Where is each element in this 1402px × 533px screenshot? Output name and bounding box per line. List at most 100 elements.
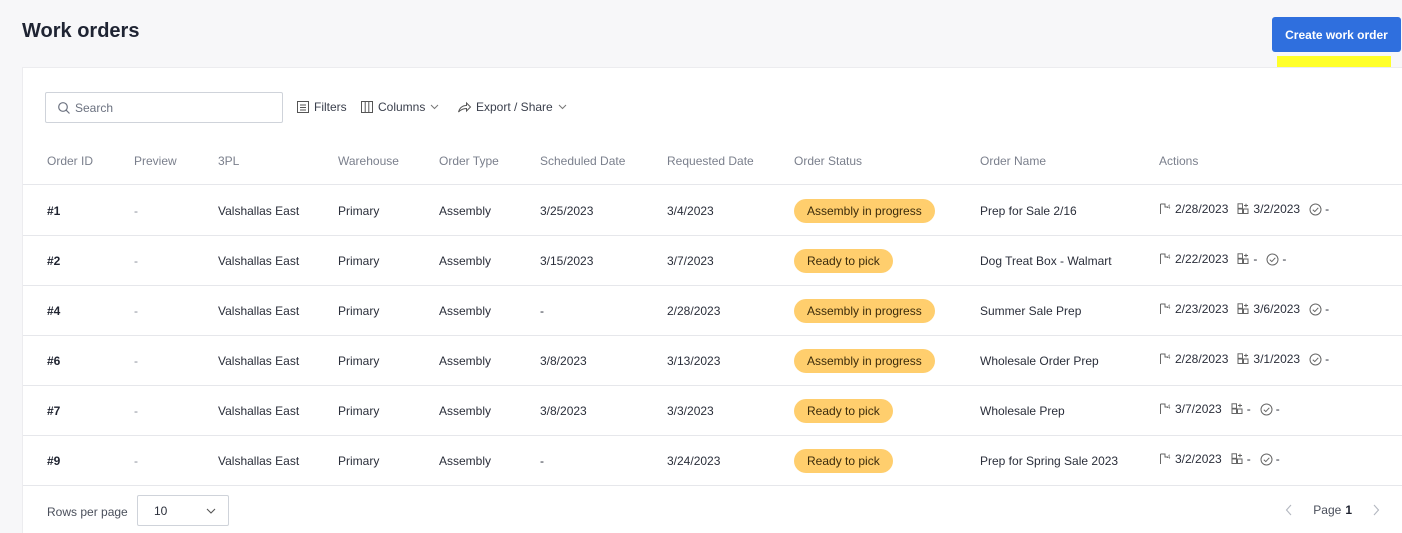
table-row[interactable]: #7 - Valshallas East Primary Assembly 3/8/202… xyxy=(23,386,1402,436)
search-icon xyxy=(58,101,70,114)
assemble-action[interactable]: 3/6/2023 xyxy=(1237,302,1300,316)
order-id-cell[interactable]: #2 xyxy=(47,254,61,268)
preview-cell: - xyxy=(134,354,138,368)
3pl-cell: Valshallas East xyxy=(218,404,300,418)
order-name-cell[interactable]: Wholesale Prep xyxy=(980,404,1065,418)
complete-action[interactable]: - xyxy=(1260,452,1280,466)
chevron-down-icon xyxy=(558,104,567,110)
column-header-scheduled-date[interactable]: Scheduled Date xyxy=(540,154,626,168)
order-id-cell[interactable]: #4 xyxy=(47,304,61,318)
column-header-order-status[interactable]: Order Status xyxy=(794,154,863,168)
share-icon xyxy=(458,101,472,113)
order-id-cell[interactable]: #7 xyxy=(47,404,61,418)
order-name-cell[interactable]: Prep for Sale 2/16 xyxy=(980,204,1077,218)
complete-action[interactable]: - xyxy=(1309,302,1329,316)
complete-action[interactable]: - xyxy=(1309,352,1329,366)
check-circle-icon xyxy=(1260,403,1273,415)
table-row[interactable]: #6 - Valshallas East Primary Assembly 3/8/202… xyxy=(23,336,1402,386)
assemble-icon xyxy=(1237,303,1249,314)
column-header-order-type[interactable]: Order Type xyxy=(439,154,499,168)
pick-icon: 4 xyxy=(1160,353,1171,364)
chevron-left-icon[interactable] xyxy=(1285,504,1293,516)
order-name-cell[interactable]: Wholesale Order Prep xyxy=(980,354,1099,368)
order-id-cell[interactable]: #6 xyxy=(47,354,61,368)
assemble-date: - xyxy=(1253,252,1258,266)
svg-text:4: 4 xyxy=(1167,455,1171,461)
3pl-cell: Valshallas East xyxy=(218,304,300,318)
assemble-icon xyxy=(1237,253,1249,264)
assemble-icon xyxy=(1231,403,1243,414)
pick-action[interactable]: 4 3/2/2023 xyxy=(1159,452,1222,466)
requested-date-cell: 3/7/2023 xyxy=(667,254,714,268)
page-label: Page xyxy=(1313,503,1342,517)
order-type-cell: Assembly xyxy=(439,404,492,418)
preview-cell: - xyxy=(134,304,138,318)
assemble-action[interactable]: 3/2/2023 xyxy=(1237,202,1300,216)
warehouse-cell: Primary xyxy=(338,404,380,418)
pick-date: 3/2/2023 xyxy=(1175,452,1222,466)
order-name-cell[interactable]: Summer Sale Prep xyxy=(980,304,1082,318)
pick-icon: 4 xyxy=(1160,303,1171,314)
column-header-warehouse[interactable]: Warehouse xyxy=(338,154,399,168)
table-row[interactable]: #1 - Valshallas East Primary Assembly 3/25/20… xyxy=(23,186,1402,236)
table-row[interactable]: #9 - Valshallas East Primary Assembly - 3/24/2… xyxy=(23,436,1402,486)
warehouse-cell: Primary xyxy=(338,354,380,368)
rows-per-page-select[interactable]: 10 xyxy=(137,495,229,526)
assemble-date: 3/2/2023 xyxy=(1253,202,1301,216)
preview-cell: - xyxy=(134,254,138,268)
scheduled-date-cell: - xyxy=(540,304,544,318)
assemble-action[interactable]: - xyxy=(1231,402,1251,416)
filter-icon xyxy=(297,101,309,113)
search-box[interactable] xyxy=(45,92,283,123)
order-id-cell[interactable]: #9 xyxy=(47,454,61,468)
assemble-date: - xyxy=(1246,402,1251,416)
columns-button[interactable]: Columns xyxy=(360,98,439,116)
filters-label: Filters xyxy=(314,100,347,114)
order-name-cell[interactable]: Dog Treat Box - Walmart xyxy=(980,254,1112,268)
chevron-right-icon[interactable] xyxy=(1372,504,1380,516)
pick-icon: 4 xyxy=(1160,253,1171,264)
search-input[interactable] xyxy=(75,100,275,115)
order-id-cell[interactable]: #1 xyxy=(47,204,61,218)
table-row[interactable]: #4 - Valshallas East Primary Assembly - 2/28/2… xyxy=(23,286,1402,336)
order-type-cell: Assembly xyxy=(439,204,492,218)
assemble-action[interactable]: 3/1/2023 xyxy=(1237,352,1300,366)
warehouse-cell: Primary xyxy=(338,204,380,218)
complete-action[interactable]: - xyxy=(1266,252,1286,266)
rows-per-page-value: 10 xyxy=(154,503,168,518)
column-header-preview[interactable]: Preview xyxy=(134,154,177,168)
complete-action[interactable]: - xyxy=(1309,202,1329,216)
actions-cell: 4 3/7/2023 - - xyxy=(1159,402,1289,416)
create-work-order-button[interactable]: Create work order xyxy=(1272,17,1401,52)
export-share-label: Export / Share xyxy=(476,100,553,114)
pick-action[interactable]: 4 2/23/2023 xyxy=(1159,302,1228,316)
assemble-action[interactable]: - xyxy=(1231,452,1251,466)
requested-date-cell: 3/3/2023 xyxy=(667,404,714,418)
order-name-cell[interactable]: Prep for Spring Sale 2023 xyxy=(980,454,1119,468)
svg-text:4: 4 xyxy=(1167,355,1171,361)
export-share-button[interactable]: Export / Share xyxy=(457,98,567,116)
assemble-action[interactable]: - xyxy=(1237,252,1257,266)
pick-action[interactable]: 4 2/28/2023 xyxy=(1159,352,1228,366)
table-row[interactable]: #2 - Valshallas East Primary Assembly 3/15/20… xyxy=(23,236,1402,286)
pick-action[interactable]: 4 2/28/2023 xyxy=(1159,202,1228,216)
pagination: Page 1 xyxy=(1285,503,1380,517)
table-header: Order ID Preview 3PL Warehouse Order Typ… xyxy=(23,148,1402,185)
svg-text:4: 4 xyxy=(1167,305,1171,311)
complete-action[interactable]: - xyxy=(1260,402,1280,416)
warehouse-cell: Primary xyxy=(338,254,380,268)
scheduled-date-cell: 3/8/2023 xyxy=(540,354,587,368)
pick-action[interactable]: 4 2/22/2023 xyxy=(1159,252,1228,266)
highlight-mark xyxy=(1277,56,1391,69)
column-header-requested-date[interactable]: Requested Date xyxy=(667,154,754,168)
3pl-cell: Valshallas East xyxy=(218,354,300,368)
pick-action[interactable]: 4 3/7/2023 xyxy=(1159,402,1222,416)
column-header-order-name[interactable]: Order Name xyxy=(980,154,1047,168)
column-header-order-id[interactable]: Order ID xyxy=(47,154,94,168)
table-footer: Rows per page 10 Page 1 xyxy=(23,487,1402,533)
warehouse-cell: Primary xyxy=(338,304,380,318)
column-header-3pl[interactable]: 3PL xyxy=(218,154,240,168)
filters-button[interactable]: Filters xyxy=(296,98,347,116)
assemble-date: - xyxy=(1246,452,1251,466)
status-badge: Assembly in progress xyxy=(794,349,935,373)
